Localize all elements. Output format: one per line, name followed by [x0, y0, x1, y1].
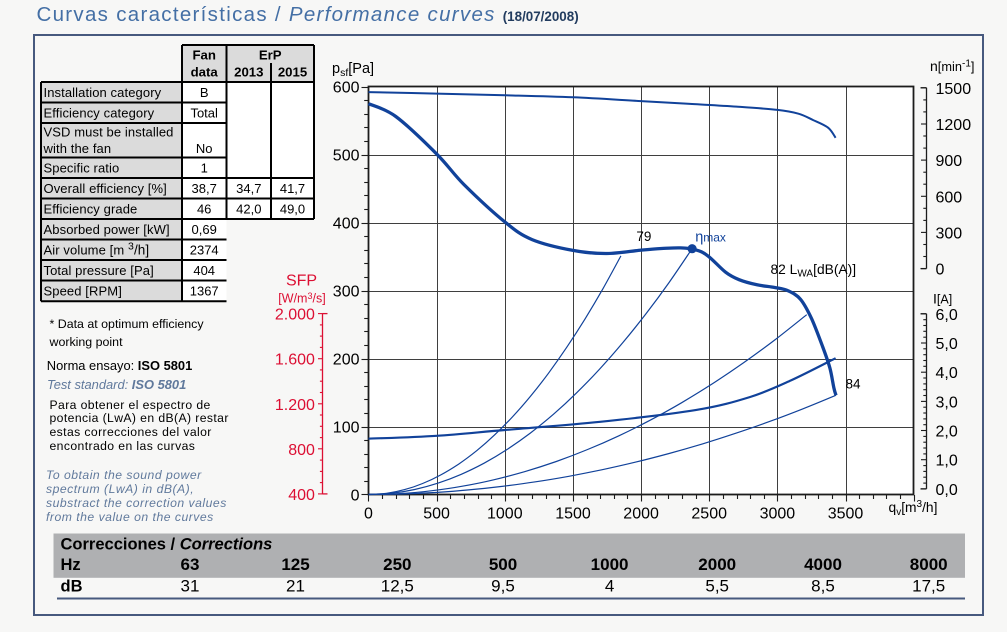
svg-text:300: 300 [333, 284, 360, 301]
svg-text:Hz: Hz [61, 556, 81, 574]
svg-text:B: B [200, 85, 209, 100]
svg-text:41,7: 41,7 [280, 181, 305, 196]
svg-text:21: 21 [286, 577, 305, 596]
svg-text:82 LWA[dB(A)]: 82 LWA[dB(A)] [771, 262, 857, 280]
svg-text:with the fan: with the fan [43, 141, 112, 156]
svg-text:Absorbed power [kW]: Absorbed power [kW] [44, 222, 170, 237]
svg-text:0,0: 0,0 [936, 482, 958, 499]
svg-text:0: 0 [936, 262, 945, 279]
svg-text:0: 0 [351, 488, 360, 505]
svg-text:dB: dB [61, 578, 83, 596]
svg-text:500: 500 [423, 506, 450, 523]
svg-text:125: 125 [281, 555, 309, 574]
svg-text:1000: 1000 [487, 506, 523, 523]
svg-text:1.200: 1.200 [275, 397, 315, 414]
svg-text:Total pressure [Pa]: Total pressure [Pa] [44, 263, 154, 278]
svg-text:100: 100 [333, 420, 360, 437]
svg-text:12,5: 12,5 [381, 577, 414, 596]
svg-text:2500: 2500 [691, 506, 727, 523]
svg-text:8,5: 8,5 [811, 577, 835, 596]
svg-text:0,69: 0,69 [192, 222, 217, 237]
svg-text:4000: 4000 [804, 555, 842, 574]
svg-text:Total: Total [190, 105, 218, 120]
svg-text:4: 4 [605, 577, 614, 596]
svg-text:SFP: SFP [286, 273, 317, 290]
svg-text:1500: 1500 [936, 81, 972, 98]
svg-text:1500: 1500 [555, 506, 591, 523]
svg-text:2015: 2015 [278, 65, 307, 80]
svg-text:3,0: 3,0 [936, 394, 958, 411]
svg-text:1: 1 [201, 160, 208, 175]
svg-text:data: data [191, 65, 219, 80]
svg-text:34,7: 34,7 [236, 181, 261, 196]
svg-text:Air volume [m 3/h]: Air volume [m 3/h] [44, 240, 150, 257]
svg-text:400: 400 [333, 216, 360, 233]
svg-text:ηmax: ηmax [695, 229, 726, 245]
svg-text:49,0: 49,0 [280, 201, 305, 216]
svg-text:42,0: 42,0 [236, 201, 261, 216]
svg-text:Installation category: Installation category [44, 85, 162, 100]
svg-text:17,5: 17,5 [912, 577, 945, 596]
svg-text:3000: 3000 [760, 506, 796, 523]
svg-text:I[A]: I[A] [933, 291, 952, 307]
svg-text:3500: 3500 [828, 506, 864, 523]
svg-text:800: 800 [288, 442, 315, 459]
svg-text:Efficiency category: Efficiency category [44, 105, 155, 120]
svg-text:1,0: 1,0 [936, 453, 958, 470]
svg-text:500: 500 [489, 555, 517, 574]
svg-text:Correcciones / Corrections: Correcciones / Corrections [61, 536, 273, 554]
svg-text:2013: 2013 [234, 65, 263, 80]
svg-text:900: 900 [936, 153, 963, 170]
svg-text:psf[Pa]: psf[Pa] [332, 61, 374, 79]
svg-text:Overall efficiency [%]: Overall efficiency [%] [44, 181, 167, 196]
svg-text:79: 79 [636, 229, 651, 244]
svg-text:1000: 1000 [591, 555, 629, 574]
svg-text:4,0: 4,0 [936, 365, 958, 382]
svg-text:404: 404 [193, 263, 215, 278]
svg-text:2000: 2000 [623, 506, 659, 523]
svg-text:[W/m3/s]: [W/m3/s] [278, 291, 325, 306]
svg-text:2374: 2374 [190, 242, 219, 257]
svg-text:250: 250 [383, 555, 411, 574]
svg-text:63: 63 [181, 555, 200, 574]
svg-text:qv[m3/h]: qv[m3/h] [889, 499, 938, 518]
svg-text:1.600: 1.600 [275, 352, 315, 369]
svg-text:9,5: 9,5 [491, 577, 515, 596]
svg-text:8000: 8000 [910, 555, 948, 574]
svg-text:n[min-1]: n[min-1] [930, 58, 974, 74]
svg-text:Specific ratio: Specific ratio [44, 160, 120, 175]
svg-text:31: 31 [181, 577, 200, 596]
svg-text:2.000: 2.000 [275, 307, 315, 324]
svg-text:600: 600 [333, 80, 360, 97]
svg-text:300: 300 [936, 225, 963, 242]
svg-text:No: No [196, 141, 213, 156]
svg-text:600: 600 [936, 189, 963, 206]
svg-text:VSD must be installed: VSD must be installed [44, 125, 174, 140]
svg-text:ErP: ErP [259, 48, 282, 63]
svg-text:200: 200 [333, 352, 360, 369]
svg-text:2,0: 2,0 [936, 424, 958, 441]
svg-text:500: 500 [333, 148, 360, 165]
svg-text:Fan: Fan [192, 48, 215, 63]
svg-text:Speed [RPM]: Speed [RPM] [44, 284, 122, 299]
svg-text:38,7: 38,7 [192, 181, 217, 196]
svg-text:Efficiency grade: Efficiency grade [44, 201, 138, 216]
svg-text:5,5: 5,5 [705, 577, 729, 596]
svg-text:400: 400 [288, 487, 315, 504]
svg-text:1200: 1200 [936, 117, 972, 134]
svg-text:1367: 1367 [190, 284, 219, 299]
svg-text:2000: 2000 [698, 555, 736, 574]
svg-text:84: 84 [846, 377, 862, 392]
svg-text:5,0: 5,0 [936, 336, 958, 353]
svg-text:0: 0 [364, 506, 373, 523]
svg-text:46: 46 [197, 201, 211, 216]
svg-text:6,0: 6,0 [936, 307, 958, 324]
